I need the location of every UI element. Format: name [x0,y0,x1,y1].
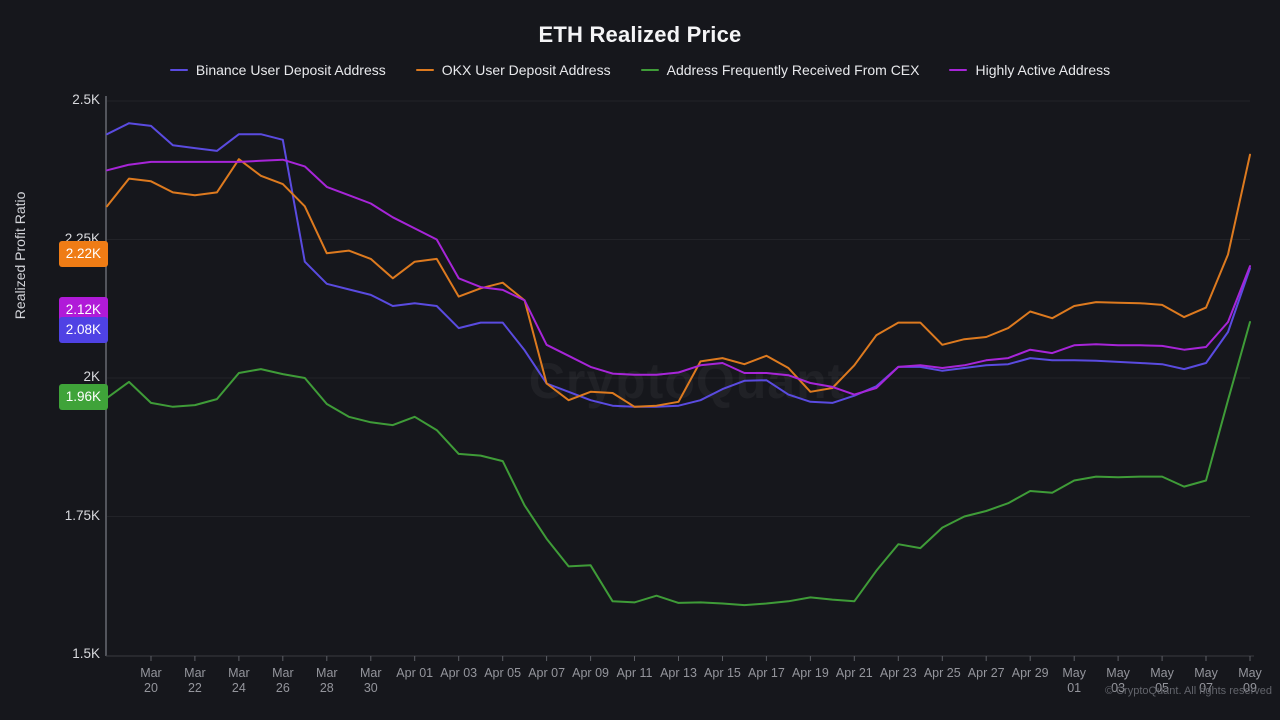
x-tick-label-line: Mar [140,666,162,680]
legend-marker-okx [415,69,434,71]
x-tick-label: Apr 19 [780,666,840,681]
x-tick-label: Apr 15 [692,666,752,681]
series-line-okx-user-deposit-address [106,153,1251,408]
x-tick-label: May 09 [1220,666,1280,696]
x-tick-label-line: Mar [360,666,382,680]
x-tick-label-line: 28 [319,681,334,695]
x-tick-label: Mar 22 [165,666,225,696]
x-tick-label: Mar 26 [253,666,313,696]
legend-label: Address Frequently Received From CEX [666,62,920,78]
x-tick-label-line: Apr 01 [396,666,434,680]
x-tick-label: Apr 17 [736,666,796,681]
series-line-address-frequently-received-from-cex [106,321,1251,607]
legend-label: Highly Active Address [975,62,1111,78]
x-tick-label-line: 05 [1155,681,1170,695]
x-tick-label-line: Apr 21 [835,666,873,680]
x-tick-label: Apr 13 [649,666,709,681]
x-tick-label: Apr 21 [824,666,884,681]
x-tick-label-line: 30 [363,681,378,695]
x-tick-label-line: May [1106,666,1130,680]
x-tick-label: Mar 20 [121,666,181,696]
x-tick-label: Apr 25 [912,666,972,681]
legend-item-binance[interactable]: Binance User Deposit Address [169,62,386,78]
x-tick-label-line: May [1150,666,1174,680]
x-tick-label: Mar 28 [297,666,357,696]
x-tick-label-line: May [1238,666,1262,680]
x-tick-label-line: Apr 09 [572,666,609,680]
x-tick-label-line: Apr 29 [1011,666,1049,680]
x-tick-label: Apr 05 [473,666,533,681]
legend-item-okx[interactable]: OKX User Deposit Address [415,62,611,78]
x-tick-label-line: Apr 03 [440,666,478,680]
value-badge-2-22k: 2.22K [58,241,108,268]
x-tick-label-line: Mar [316,666,338,680]
x-tick-label-line: 01 [1067,681,1082,695]
chart-title: ETH Realized Price [538,22,742,47]
x-tick-label: Apr 07 [517,666,577,681]
x-tick-label-line: 20 [144,681,158,695]
x-tick-label-line: Apr 07 [528,666,566,680]
x-tick-label-line: Apr 11 [616,666,653,680]
x-tick-label: Apr 09 [561,666,621,681]
copyright-notice: © CryptoQuant. All rights reserved [1104,685,1272,697]
x-tick-label-line: Mar [272,666,294,680]
y-tick-label: 2K [83,369,100,384]
legend-marker-binance [169,69,188,71]
legend-label: OKX User Deposit Address [441,62,611,78]
x-tick-label-line: 26 [275,681,290,695]
x-tick-label-line: Apr 13 [660,666,697,680]
x-tick-label-line: 24 [231,681,246,695]
y-tick-label: 1.5K [72,646,100,661]
y-tick-label: 2.5K [72,92,100,107]
x-tick-label-line: Mar [228,666,250,680]
x-tick-label-line: Apr 17 [748,666,785,680]
x-tick-label: May 05 [1132,666,1192,696]
x-tick-label-line: May [1062,666,1086,680]
x-tick-label: Apr 01 [385,666,445,681]
legend-item-highly-active[interactable]: Highly Active Address [949,62,1110,78]
series-line-binance-user-deposit-address [106,122,1251,408]
value-badge-2-08k: 2.08K [58,317,108,344]
x-tick-label-line: 03 [1111,681,1126,695]
x-tick-label-line: 22 [187,681,202,695]
x-tick-label-line: Apr 19 [791,666,829,680]
x-tick-label-line: May [1194,666,1218,680]
x-tick-label-line: Mar [184,666,206,680]
x-tick-label-line: 07 [1199,681,1213,695]
legend: Binance User Deposit Address OKX User De… [0,62,1280,78]
x-tick-label-line: Apr 05 [484,666,522,680]
legend-label: Binance User Deposit Address [195,62,386,78]
y-tick-label: 1.75K [64,507,100,523]
value-badge-1-96k: 1.96K [58,384,108,411]
x-tick-label: Apr 29 [1000,666,1060,681]
x-tick-label: Mar 30 [341,666,401,696]
x-tick-label-line: Apr 25 [923,666,961,680]
x-tick-label: May 01 [1044,666,1104,696]
x-tick-label: Apr 27 [956,666,1016,681]
x-tick-label-line: Apr 23 [879,666,917,680]
series-line-highly-active-address [106,158,1251,396]
x-tick-label: Apr 03 [429,666,489,681]
legend-marker-highly-active [949,69,968,71]
legend-item-cex[interactable]: Address Frequently Received From CEX [640,62,920,78]
x-tick-label: May 03 [1088,666,1148,696]
x-tick-label: May 07 [1176,666,1236,696]
x-tick-label: Mar 24 [209,666,269,696]
legend-marker-cex [640,69,659,71]
x-tick-label: Apr 23 [868,666,928,681]
x-tick-label-line: 09 [1243,681,1257,695]
x-tick-label-line: Apr 27 [967,666,1005,680]
x-tick-label: Apr 11 [605,666,665,681]
x-tick-label-line: Apr 15 [704,666,741,680]
